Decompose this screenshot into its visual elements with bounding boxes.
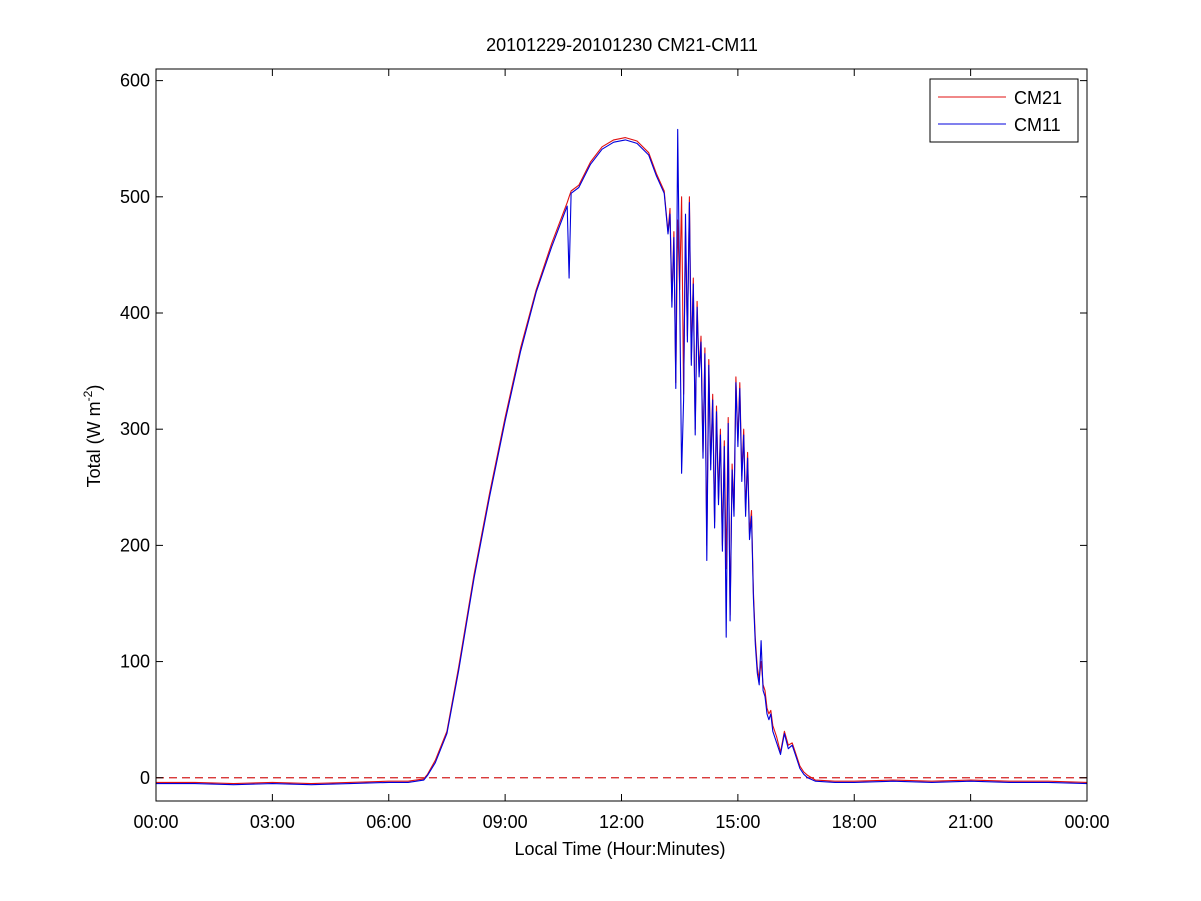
x-tick-label: 21:00 — [948, 812, 993, 832]
x-tick-label: 18:00 — [832, 812, 877, 832]
legend-label-cm11: CM11 — [1014, 115, 1061, 135]
x-tick-label: 12:00 — [599, 812, 644, 832]
y-tick-label: 500 — [120, 187, 150, 207]
y-tick-label: 400 — [120, 303, 150, 323]
y-tick-label: 100 — [120, 652, 150, 672]
y-tick-label: 0 — [140, 768, 150, 788]
x-tick-label: 06:00 — [366, 812, 411, 832]
y-axis-label-close: ) — [84, 385, 104, 391]
x-tick-label: 03:00 — [250, 812, 295, 832]
y-axis-label-main: Total (W m — [84, 401, 104, 487]
y-axis-label: Total (W m-2) — [81, 385, 104, 488]
series-line-cm11 — [156, 128, 1088, 786]
legend-box — [929, 78, 1079, 143]
y-tick-label: 200 — [120, 535, 150, 555]
x-tick-label: 00:00 — [133, 812, 178, 832]
legend-label-cm21: CM21 — [1014, 88, 1062, 108]
y-axis-label-superscript: -2 — [81, 390, 95, 401]
x-tick-label: 09:00 — [483, 812, 528, 832]
y-tick-label: 300 — [120, 419, 150, 439]
plot-area: 00:00 03:00 06:00 09:00 12:00 15:00 18:00 21:00… — [120, 68, 1110, 832]
x-tick-label: 15:00 — [715, 812, 760, 832]
y-tick-label: 600 — [120, 71, 150, 91]
chart-title: 20101229-20101230 CM21-CM11 — [486, 35, 758, 55]
x-axis-label: Local Time (Hour:Minutes) — [514, 839, 725, 859]
legend: CM21 CM11 — [929, 78, 1079, 143]
x-tick-label: 00:00 — [1064, 812, 1109, 832]
